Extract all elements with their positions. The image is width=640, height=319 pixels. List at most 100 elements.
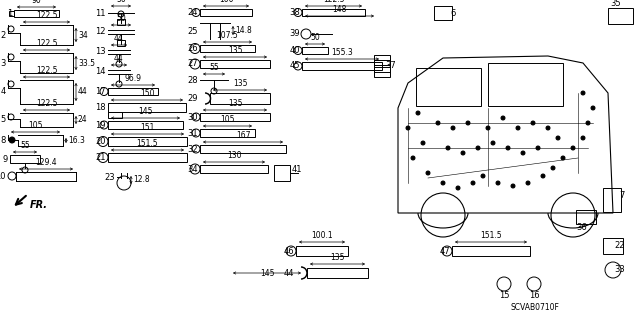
Circle shape — [426, 171, 430, 175]
Text: 6: 6 — [451, 10, 456, 19]
Text: 50: 50 — [310, 33, 320, 42]
Text: 151.5: 151.5 — [137, 139, 158, 148]
Bar — [108, 112, 122, 118]
Text: 55: 55 — [209, 63, 219, 72]
Text: 135: 135 — [228, 99, 243, 108]
Circle shape — [506, 146, 510, 150]
Text: 12: 12 — [95, 27, 106, 36]
Bar — [210, 93, 270, 104]
Text: 50: 50 — [116, 14, 126, 23]
Bar — [200, 129, 255, 137]
Text: 34: 34 — [188, 165, 198, 174]
Text: 1: 1 — [7, 9, 12, 18]
Circle shape — [491, 141, 495, 145]
Circle shape — [486, 126, 490, 130]
Text: 44: 44 — [114, 34, 124, 43]
Text: 9: 9 — [3, 154, 8, 164]
Circle shape — [531, 121, 535, 125]
Text: 27: 27 — [188, 60, 198, 69]
Circle shape — [406, 126, 410, 130]
Text: 36: 36 — [577, 224, 588, 233]
Text: 167: 167 — [236, 131, 250, 140]
Text: 151.5: 151.5 — [480, 231, 502, 240]
Text: 30: 30 — [188, 113, 198, 122]
Text: 34: 34 — [78, 31, 88, 40]
Circle shape — [556, 136, 560, 140]
Text: 46: 46 — [284, 247, 294, 256]
Bar — [108, 121, 183, 129]
Bar — [10, 155, 40, 163]
Text: 19: 19 — [95, 121, 106, 130]
Text: FR.: FR. — [30, 200, 48, 210]
Text: 10: 10 — [0, 172, 6, 181]
Bar — [608, 8, 633, 24]
Bar — [302, 47, 328, 54]
Circle shape — [521, 151, 525, 155]
Bar — [302, 9, 365, 16]
Circle shape — [551, 166, 555, 170]
Text: 38: 38 — [289, 8, 300, 17]
Bar — [108, 88, 158, 95]
Bar — [374, 60, 390, 65]
Text: 55: 55 — [20, 141, 30, 150]
Circle shape — [481, 174, 485, 178]
Circle shape — [586, 121, 590, 125]
Bar — [302, 62, 382, 70]
Text: 4: 4 — [1, 87, 6, 97]
Circle shape — [581, 91, 585, 95]
Text: 3: 3 — [1, 58, 6, 68]
Text: 122.5: 122.5 — [36, 11, 57, 20]
Text: 122.5: 122.5 — [36, 99, 57, 108]
Bar — [200, 145, 286, 153]
Bar — [200, 165, 268, 173]
Circle shape — [546, 126, 550, 130]
Text: 41: 41 — [291, 165, 302, 174]
Text: 7: 7 — [620, 191, 625, 201]
Text: 155.3: 155.3 — [331, 48, 353, 57]
Text: 107.5: 107.5 — [216, 31, 238, 40]
Circle shape — [411, 156, 415, 160]
Text: 40: 40 — [289, 46, 300, 55]
Text: 122.5: 122.5 — [323, 0, 344, 4]
Bar — [14, 10, 59, 17]
Text: 35: 35 — [611, 0, 621, 9]
Circle shape — [436, 121, 440, 125]
Circle shape — [446, 146, 450, 150]
Text: 16: 16 — [529, 291, 540, 300]
Text: 96.9: 96.9 — [125, 74, 141, 83]
Text: 20: 20 — [95, 137, 106, 146]
Text: 16.3: 16.3 — [68, 136, 85, 145]
Circle shape — [511, 184, 515, 188]
Text: 44: 44 — [78, 87, 88, 97]
Bar — [488, 63, 563, 106]
Circle shape — [501, 116, 505, 120]
Bar — [200, 60, 270, 68]
Circle shape — [441, 181, 445, 185]
Text: 21: 21 — [95, 153, 106, 162]
Text: 105: 105 — [220, 115, 235, 124]
Text: 29: 29 — [188, 94, 198, 103]
Bar — [452, 246, 530, 256]
Bar — [108, 137, 187, 146]
Circle shape — [456, 186, 460, 190]
Text: 135: 135 — [228, 46, 243, 55]
Text: 11: 11 — [95, 9, 106, 18]
Text: 145: 145 — [260, 269, 275, 278]
Text: 100: 100 — [219, 0, 233, 4]
Text: 32: 32 — [188, 145, 198, 153]
Text: 14.8: 14.8 — [235, 26, 252, 35]
Bar — [200, 9, 252, 16]
Text: 151: 151 — [140, 123, 155, 132]
Text: 39: 39 — [289, 29, 300, 39]
Text: 23: 23 — [104, 173, 115, 182]
Text: 130: 130 — [227, 151, 241, 160]
Bar — [307, 268, 368, 278]
Circle shape — [471, 181, 475, 185]
Circle shape — [516, 126, 520, 130]
Text: 150: 150 — [140, 89, 154, 98]
Text: 50: 50 — [116, 0, 126, 4]
Circle shape — [421, 141, 425, 145]
Bar — [117, 19, 125, 25]
Circle shape — [581, 136, 585, 140]
Text: 44: 44 — [114, 54, 124, 63]
